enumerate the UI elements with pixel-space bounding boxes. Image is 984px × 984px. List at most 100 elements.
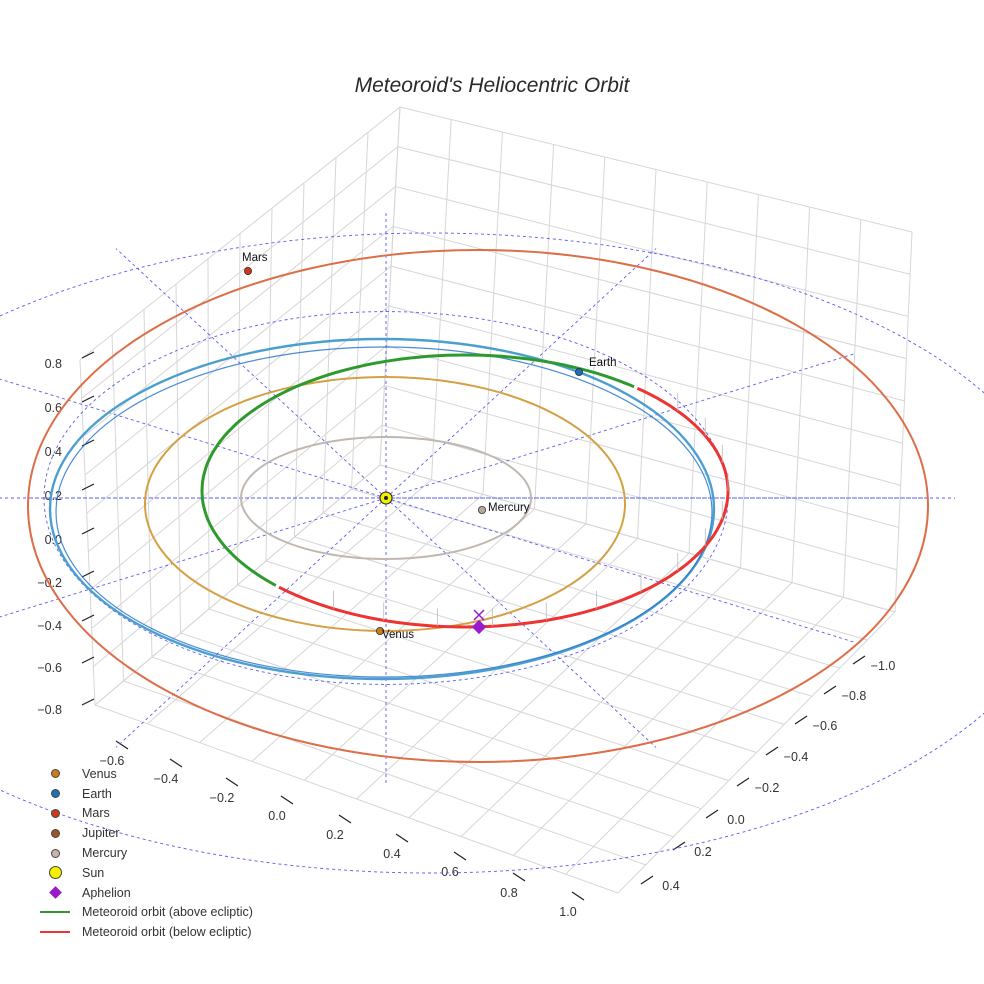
legend-item[interactable]: Jupiter bbox=[38, 823, 253, 843]
left-tick-label: 0.2 bbox=[45, 489, 62, 503]
left-tick-label: 0.6 bbox=[45, 401, 62, 415]
axis-ticks: 0.8 0.6 0.4 0.2 0.0 −0.2 −0.4 −0.6 −0.8 −0.6 −0.4 −… bbox=[37, 351, 895, 919]
right-tick-mark bbox=[823, 685, 837, 695]
legend-marker bbox=[40, 911, 70, 914]
meteoroid-arc-above bbox=[200, 353, 635, 587]
legend-marker bbox=[40, 931, 70, 934]
legend-swatch bbox=[38, 846, 72, 860]
celestial-bodies: Venus Earth Mars Mercury bbox=[242, 252, 617, 641]
planet-label-mercury: Mercury bbox=[488, 502, 530, 514]
left-tick-mark bbox=[81, 656, 95, 664]
left-tick-label: −0.6 bbox=[37, 661, 62, 675]
front-tick-label: 0.2 bbox=[326, 828, 343, 842]
front-tick-mark bbox=[571, 891, 585, 901]
left-tick-mark bbox=[81, 483, 95, 491]
legend-swatch bbox=[38, 826, 72, 840]
radial-ref-line bbox=[115, 497, 387, 748]
outer-ref-ellipse bbox=[0, 232, 984, 874]
right-tick-label: −0.4 bbox=[784, 750, 809, 764]
front-tick-label: −0.4 bbox=[154, 772, 179, 786]
right-tick-mark bbox=[640, 875, 654, 885]
legend-item[interactable]: Sun bbox=[38, 863, 253, 883]
front-tick-mark bbox=[512, 872, 526, 882]
legend-item[interactable]: Venus bbox=[38, 764, 253, 784]
earth-orbit-inner bbox=[55, 346, 713, 678]
front-tick-mark bbox=[280, 795, 294, 805]
radial-ref-line bbox=[385, 497, 854, 643]
legend: Venus Earth Mars Jupiter Mercury Sun Aphelion M… bbox=[38, 764, 253, 942]
meteoroid-arc-below bbox=[278, 387, 730, 629]
sun-core bbox=[384, 496, 388, 500]
left-tick-mark bbox=[81, 351, 95, 359]
grid-box bbox=[79, 106, 913, 894]
front-tick-label: 1.0 bbox=[559, 905, 576, 919]
planet-mars bbox=[243, 266, 252, 275]
legend-marker bbox=[48, 866, 62, 880]
legend-swatch bbox=[38, 886, 72, 900]
planet-label-venus: Venus bbox=[382, 629, 414, 641]
legend-swatch bbox=[38, 925, 72, 939]
front-tick-mark bbox=[453, 851, 467, 861]
legend-marker bbox=[50, 789, 60, 799]
legend-swatch bbox=[38, 806, 72, 820]
left-tick-mark bbox=[81, 698, 95, 706]
left-tick-label: 0.8 bbox=[45, 357, 62, 371]
legend-marker bbox=[50, 769, 60, 779]
legend-label: Earth bbox=[82, 786, 112, 801]
left-tick-label: 0.4 bbox=[45, 445, 62, 459]
front-tick-label: 0.6 bbox=[441, 865, 458, 879]
right-tick-label: −0.6 bbox=[813, 719, 838, 733]
planet-orbits bbox=[27, 249, 929, 763]
left-tick-mark bbox=[81, 395, 95, 403]
planet-earth bbox=[575, 367, 584, 376]
front-tick-label: −0.2 bbox=[210, 791, 235, 805]
front-tick-mark bbox=[115, 740, 129, 750]
front-tick-mark bbox=[225, 777, 239, 787]
legend-marker bbox=[50, 808, 60, 818]
legend-label: Mercury bbox=[82, 846, 128, 861]
left-tick-mark bbox=[81, 614, 95, 622]
right-tick-mark bbox=[852, 655, 866, 665]
front-tick-label: −0.6 bbox=[100, 754, 125, 768]
aphelion-projection-x bbox=[473, 609, 485, 621]
meteoroid-orbit bbox=[200, 353, 730, 635]
legend-marker bbox=[50, 848, 60, 858]
front-tick-label: 0.8 bbox=[500, 886, 517, 900]
legend-swatch bbox=[38, 767, 72, 781]
chart-title: Meteoroid's Heliocentric Orbit bbox=[354, 74, 630, 97]
legend-label: Jupiter bbox=[82, 826, 120, 841]
left-tick-mark bbox=[81, 527, 95, 535]
right-tick-mark bbox=[765, 746, 779, 756]
venus-orbit bbox=[144, 376, 626, 632]
left-tick-mark bbox=[81, 570, 95, 578]
legend-item[interactable]: Mars bbox=[38, 804, 253, 824]
legend-label: Aphelion bbox=[82, 885, 131, 900]
legend-label: Mars bbox=[82, 806, 110, 821]
right-tick-mark bbox=[794, 715, 808, 725]
legend-swatch bbox=[38, 905, 72, 919]
earth-orbit bbox=[48, 337, 716, 681]
right-tick-label: 0.4 bbox=[662, 879, 679, 893]
front-tick-label: 0.0 bbox=[268, 809, 285, 823]
mercury-orbit bbox=[240, 436, 532, 560]
right-tick-label: −0.2 bbox=[755, 781, 780, 795]
radial-ref-line bbox=[385, 248, 657, 499]
legend-item[interactable]: Aphelion bbox=[38, 883, 253, 903]
legend-marker bbox=[50, 828, 60, 838]
mars-orbit bbox=[27, 249, 929, 763]
radial-ref-line bbox=[385, 497, 657, 748]
legend-item[interactable]: Mercury bbox=[38, 843, 253, 863]
left-tick-label: −0.4 bbox=[37, 619, 62, 633]
front-tick-label: 0.4 bbox=[383, 847, 400, 861]
legend-item[interactable]: Earth bbox=[38, 784, 253, 804]
legend-item[interactable]: Meteoroid orbit (below ecliptic) bbox=[38, 922, 253, 942]
planet-mercury bbox=[477, 505, 486, 514]
aphelion-marker bbox=[471, 619, 487, 635]
legend-label: Sun bbox=[82, 865, 105, 880]
legend-item[interactable]: Meteoroid orbit (above ecliptic) bbox=[38, 903, 253, 923]
front-tick-mark bbox=[395, 833, 409, 843]
legend-marker bbox=[48, 886, 62, 900]
right-tick-label: −0.8 bbox=[842, 689, 867, 703]
planet-label-earth: Earth bbox=[589, 357, 617, 369]
